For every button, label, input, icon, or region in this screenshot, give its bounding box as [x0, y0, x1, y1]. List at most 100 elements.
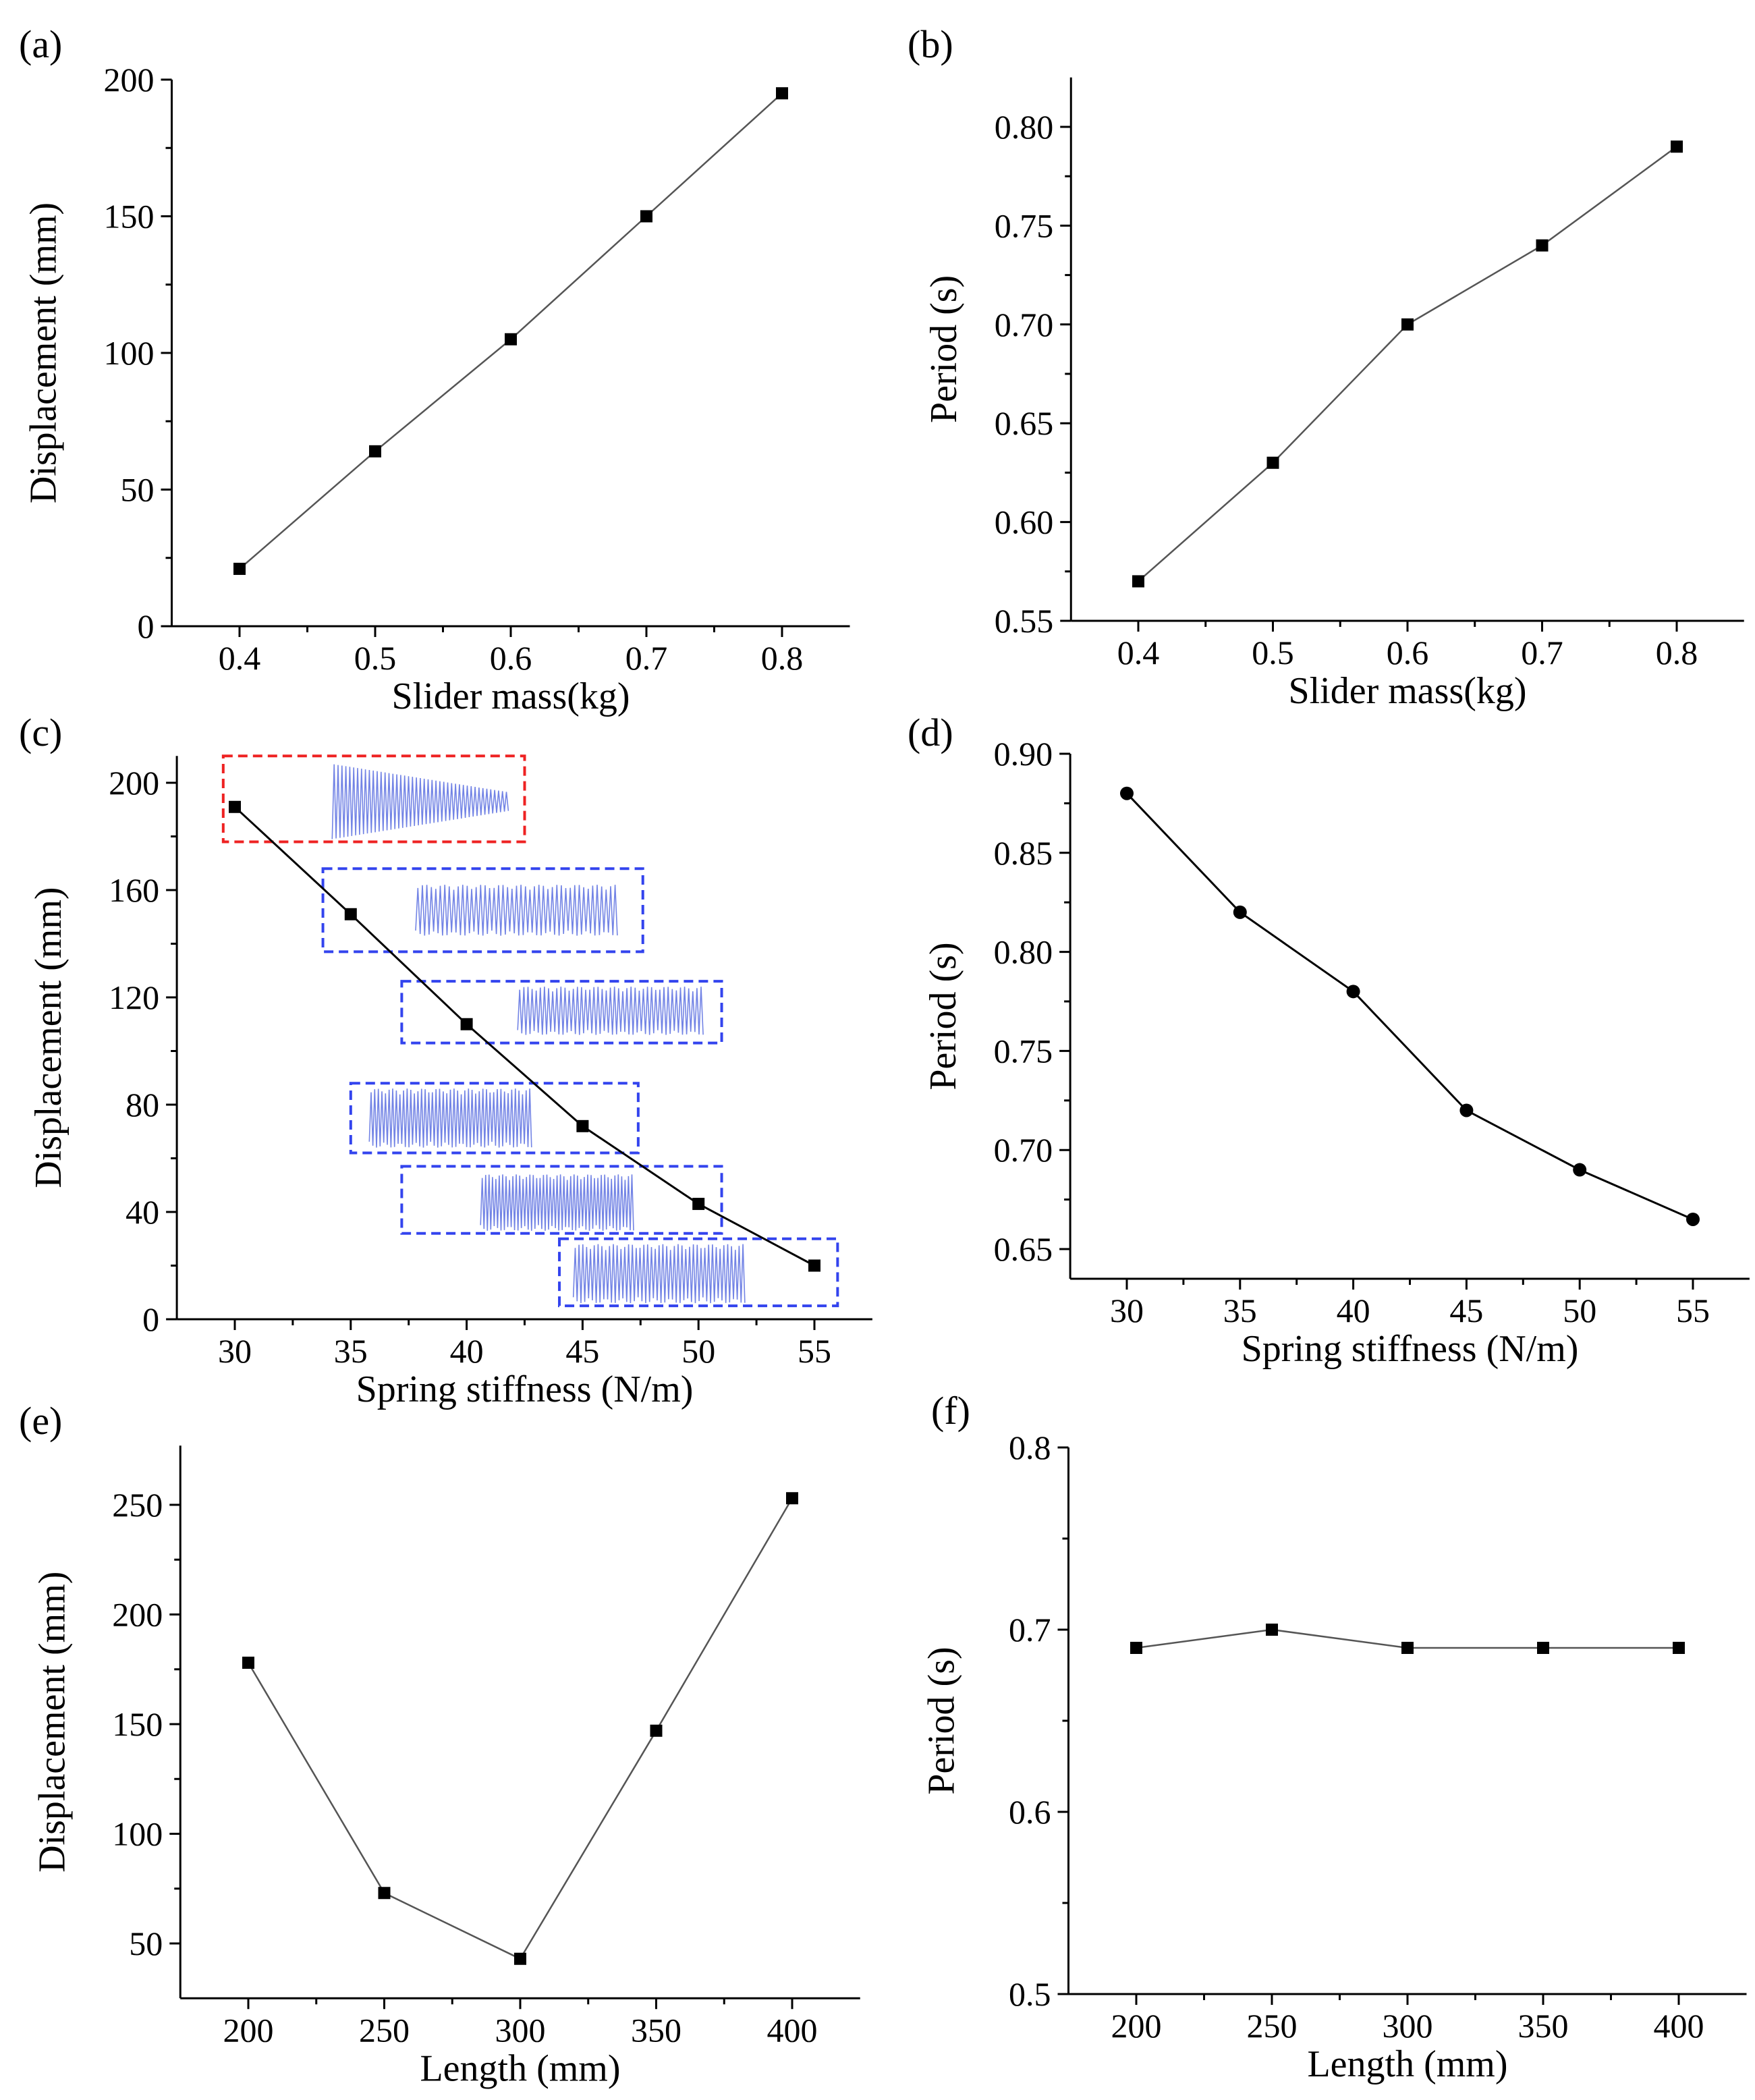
- x-tick-label-e: 250: [359, 2011, 410, 2049]
- y-tick-label-d: 0.70: [994, 1131, 1053, 1169]
- y-tick-label-f: 0.5: [1009, 1975, 1051, 2013]
- y-tick-label-b: 0.75: [995, 206, 1054, 244]
- x-tick-label-f: 200: [1111, 2007, 1162, 2045]
- x-tick-label-a: 0.5: [354, 639, 397, 677]
- data-point-a: [233, 562, 246, 575]
- inset-box-5: [558, 1237, 839, 1308]
- x-tick-label-c: 55: [798, 1332, 831, 1370]
- panel-e: (e) 200 250 300 350 400 50 100 150 200 250 Length (…: [19, 1399, 860, 2089]
- data-point-a: [640, 210, 652, 223]
- x-tick-label-b: 0.6: [1387, 634, 1429, 671]
- y-tick-label-d: 0.75: [994, 1032, 1053, 1070]
- inset-waveform-5: [572, 1244, 746, 1304]
- y-tick-label-f: 0.7: [1009, 1611, 1051, 1649]
- data-point-b: [1266, 456, 1279, 469]
- panel-label-b: (b): [908, 22, 953, 66]
- panel-d: (d) 30 35 40 45 50 55 0.65 0.70 0.75 0.80 0.85 0.90 S…: [908, 711, 1750, 1370]
- data-point-d: [1233, 905, 1247, 919]
- y-tick-label-a: 100: [104, 334, 155, 372]
- series-line-e: [247, 1497, 793, 1960]
- inset-box-2: [400, 980, 723, 1045]
- data-point-f: [1401, 1642, 1414, 1654]
- y-tick-label-e: 100: [112, 1815, 163, 1853]
- panel-label-f: (f): [931, 1389, 970, 1433]
- inset-waveform-1: [415, 885, 618, 936]
- series-line-c: [233, 806, 815, 1267]
- data-point-f: [1537, 1642, 1549, 1654]
- x-tick-label-f: 300: [1383, 2007, 1433, 2045]
- x-tick-label-d: 40: [1337, 1292, 1370, 1329]
- x-tick-label-d: 35: [1223, 1292, 1257, 1329]
- y-tick-label-b: 0.55: [995, 602, 1054, 640]
- inset-waveform-3: [368, 1088, 532, 1148]
- y-tick-label-e: 50: [129, 1925, 163, 1962]
- data-point-d: [1573, 1163, 1587, 1177]
- data-point-b: [1536, 239, 1549, 252]
- x-axis-title-f: Length (mm): [1307, 2043, 1507, 2085]
- x-tick-label-b: 0.8: [1656, 634, 1698, 671]
- x-tick-label-e: 400: [767, 2011, 818, 2049]
- data-point-a: [369, 445, 381, 458]
- x-tick-label-e: 350: [631, 2011, 681, 2049]
- x-axis-title-d: Spring stiffness (N/m): [1242, 1328, 1579, 1370]
- y-tick-label-c: 0: [142, 1300, 159, 1338]
- y-tick-label-e: 250: [112, 1486, 163, 1524]
- x-axis-title-c: Spring stiffness (N/m): [356, 1369, 694, 1410]
- data-point-c: [229, 800, 241, 813]
- series-line-a: [239, 92, 783, 570]
- x-tick-label-d: 30: [1110, 1292, 1144, 1329]
- panel-label-d: (d): [908, 711, 953, 754]
- y-axis-title-a: Displacement (mm): [23, 202, 65, 503]
- data-point-a: [776, 87, 788, 100]
- inset-waveform-2: [517, 987, 704, 1035]
- panel-label-e: (e): [19, 1399, 62, 1443]
- series-line-b: [1138, 146, 1677, 582]
- data-point-d: [1120, 786, 1134, 800]
- y-tick-label-d: 0.85: [994, 834, 1053, 872]
- x-tick-label-a: 0.6: [490, 639, 532, 677]
- panel-label-c: (c): [19, 711, 62, 754]
- x-tick-label-b: 0.5: [1252, 634, 1294, 671]
- x-tick-label-d: 50: [1563, 1292, 1596, 1329]
- data-point-d: [1459, 1103, 1474, 1117]
- x-tick-label-a: 0.4: [219, 639, 261, 677]
- y-axis-title-b: Period (s): [923, 275, 965, 423]
- x-axis-title-e: Length (mm): [420, 2047, 620, 2089]
- x-tick-label-f: 250: [1247, 2007, 1298, 2045]
- data-point-b: [1671, 140, 1683, 153]
- x-tick-label-a: 0.7: [625, 639, 668, 677]
- y-tick-label-d: 0.65: [994, 1230, 1053, 1268]
- data-point-a: [505, 333, 517, 346]
- x-tick-label-e: 200: [223, 2011, 274, 2049]
- data-point-c: [344, 908, 357, 920]
- y-tick-label-b: 0.60: [995, 503, 1054, 541]
- data-point-f: [1130, 1642, 1142, 1654]
- inset-waveform-4: [480, 1174, 634, 1231]
- x-tick-label-c: 45: [565, 1332, 599, 1370]
- data-point-e: [514, 1952, 526, 1965]
- x-axis-title-a: Slider mass(kg): [391, 675, 630, 717]
- x-tick-label-b: 0.4: [1117, 634, 1160, 671]
- y-tick-label-a: 50: [121, 471, 155, 509]
- y-tick-label-d: 0.90: [994, 735, 1053, 773]
- y-axis-title-f: Period (s): [921, 1647, 963, 1794]
- data-point-e: [786, 1492, 798, 1505]
- panel-b: (b) 0.4 0.5 0.6 0.7 0.8 0.55 0.60 0.65 0.70 0.75 0.…: [908, 22, 1744, 712]
- panel-c: (c) 30 35 40 45 50 55 0 40 80 120 160 200 Spring stif…: [19, 711, 872, 1410]
- x-tick-label-e: 300: [495, 2011, 546, 2049]
- y-tick-label-e: 150: [112, 1705, 163, 1743]
- data-point-c: [692, 1198, 705, 1211]
- x-tick-label-c: 30: [218, 1332, 252, 1370]
- panel-label-a: (a): [19, 22, 62, 66]
- x-tick-label-c: 50: [681, 1332, 715, 1370]
- x-tick-label-f: 350: [1518, 2007, 1569, 2045]
- data-point-f: [1673, 1642, 1685, 1654]
- inset-box-1: [321, 867, 644, 954]
- y-tick-label-e: 200: [112, 1596, 163, 1634]
- data-point-e: [650, 1724, 663, 1737]
- x-tick-label-b: 0.7: [1521, 634, 1563, 671]
- y-axis-title-c: Displacement (mm): [28, 887, 69, 1188]
- panel-a: (a) 0.4 0.5 0.6 0.7 0.8 0 50 100 150 200 Slider mas…: [19, 22, 850, 717]
- y-tick-label-b: 0.80: [995, 108, 1054, 146]
